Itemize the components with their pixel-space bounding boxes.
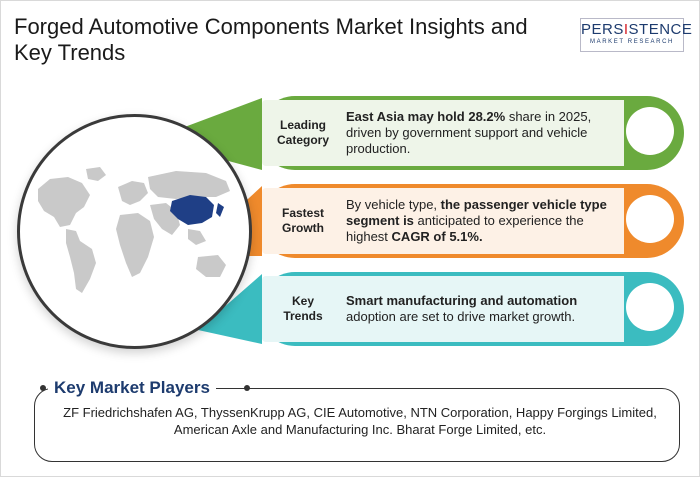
card-content: Fastest Growth By vehicle type, the passe… [262,188,624,254]
key-players-heading: Key Market Players [48,377,216,399]
card-description: East Asia may hold 28.2% share in 2025, … [346,109,592,156]
world-map-icon [38,167,230,293]
card-circle-icon [626,195,674,243]
page-title: Forged Automotive Components Market Insi… [14,14,528,65]
logo-wordmark: PERSISTENCE [581,21,693,38]
card-content: Leading Category East Asia may hold 28.2%… [262,100,624,166]
heading-dot-right [244,385,250,391]
card-content: Key Trends Smart manufacturing and automa… [262,276,624,342]
key-players-list: ZF Friedrichshafen AG, ThyssenKrupp AG, … [63,405,657,437]
connector-green [150,98,262,170]
persistence-logo: PERSISTENCE MARKET RESEARCH [580,18,693,52]
card-label: Key Trends [283,294,323,323]
key-players-box [34,388,680,462]
card-description: By vehicle type, the passenger vehicle t… [346,197,607,244]
card-circle-icon [626,283,674,331]
leading-category-card: Leading Category East Asia may hold 28.2%… [258,96,684,170]
world-globe [17,114,252,349]
fastest-growth-card: Fastest Growth By vehicle type, the passe… [258,184,684,258]
connector-teal [198,274,262,344]
logo-tagline: MARKET RESEARCH [590,39,674,45]
key-trends-card: Key Trends Smart manufacturing and automa… [258,272,684,346]
card-label: Fastest Growth [281,206,325,235]
card-description: Smart manufacturing and automation adopt… [346,293,578,324]
heading-dot-left [40,385,46,391]
card-circle-icon [626,107,674,155]
card-label: Leading Category [276,118,329,147]
